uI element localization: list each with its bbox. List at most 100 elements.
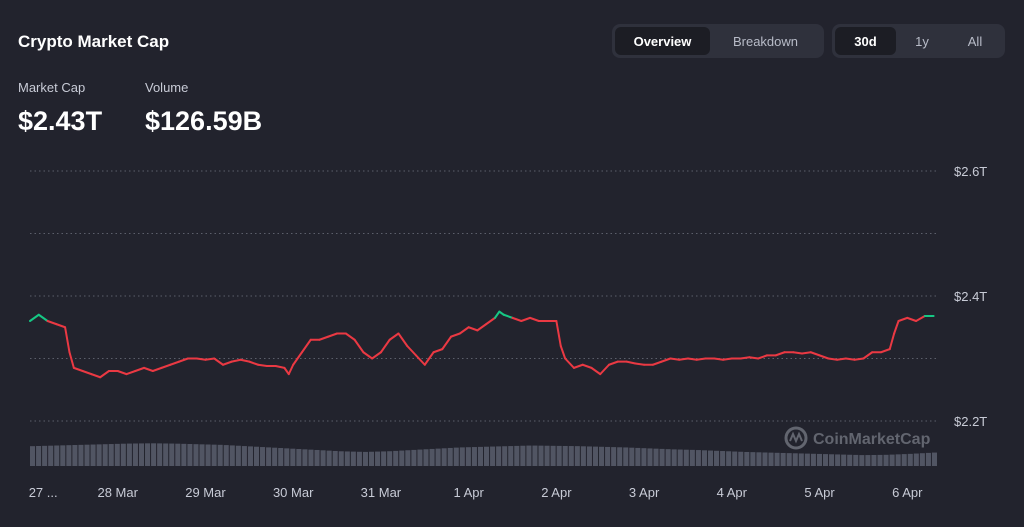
volume-bar — [550, 445, 556, 466]
volume-bar — [278, 448, 284, 466]
volume-bar — [235, 445, 241, 466]
volume-bar — [865, 455, 871, 466]
volume-bar — [465, 447, 471, 466]
price-line-segment — [511, 316, 523, 322]
price-line-segment — [362, 351, 374, 360]
volume-bar — [350, 451, 356, 466]
tab-overview[interactable]: Overview — [615, 27, 710, 55]
y-tick-label: $2.6T — [954, 164, 987, 179]
volume-bar — [659, 448, 665, 466]
volume-bar — [592, 446, 599, 466]
volume-bar — [314, 449, 320, 466]
volume-bar — [435, 448, 441, 466]
volume-bar — [393, 450, 399, 466]
volume-bar — [284, 448, 290, 466]
volume-bar — [889, 454, 895, 466]
price-line-segment — [371, 351, 382, 360]
volume-bar — [484, 446, 490, 466]
volume-bar — [356, 451, 362, 466]
price-line-segment — [502, 313, 514, 319]
volume-bar — [181, 443, 187, 466]
volume-bar — [544, 445, 550, 466]
price-line-segment — [818, 354, 830, 360]
x-tick-label: 29 Mar — [185, 485, 226, 500]
price-line-segment — [559, 345, 567, 360]
volume-bar — [895, 454, 901, 466]
volume-bar — [381, 451, 387, 466]
volume-bar — [187, 444, 193, 466]
tab-breakdown[interactable]: Breakdown — [732, 33, 799, 49]
volume-bar — [877, 454, 883, 466]
coinmarketcap-logo-wave-icon — [789, 431, 803, 444]
volume-value: $126.59B — [145, 106, 263, 136]
volume-bar — [847, 454, 853, 466]
volume-bar — [744, 451, 750, 466]
volume-bar — [30, 446, 36, 466]
volume-bar — [429, 448, 435, 466]
price-line-segment — [81, 370, 93, 376]
volume-bar — [471, 447, 477, 466]
price-line-segment — [748, 356, 760, 360]
volume-bar — [568, 446, 574, 466]
price-line-segment — [625, 360, 637, 365]
price-line-segment — [572, 363, 584, 369]
volume-label: Volume — [145, 80, 189, 95]
volume-bar — [326, 450, 332, 466]
volume-bar — [217, 444, 223, 466]
price-line-segment — [68, 351, 75, 369]
volume-bar — [368, 451, 375, 466]
volume-bar — [720, 451, 726, 466]
volume-bar — [695, 450, 701, 466]
price-line-segment — [134, 366, 146, 372]
price-line-segment — [485, 316, 496, 326]
volume-bar — [829, 454, 835, 466]
volume-bar — [671, 449, 677, 466]
volume-bar — [387, 451, 393, 466]
volume-bar — [562, 445, 568, 466]
volume-bar — [120, 443, 126, 466]
volume-bar — [241, 446, 247, 466]
price-line-segment — [230, 358, 242, 363]
price-line-segment — [287, 363, 295, 376]
widget-title: Crypto Market Cap — [18, 32, 170, 51]
range-1y[interactable]: 1y — [915, 33, 929, 49]
volume-bar — [701, 450, 707, 466]
x-tick-label: 3 Apr — [629, 485, 660, 500]
volume-bar — [344, 451, 350, 466]
market-cap-chart[interactable]: $2.2T $2.4T $2.6T 27 ... 28 Mar 29 Mar 30 Mar… — [0, 150, 1024, 527]
volume-bar — [617, 447, 623, 466]
volume-bar — [792, 453, 798, 466]
volume-bar — [816, 453, 822, 466]
price-line-segment — [774, 351, 786, 357]
volume-bar — [907, 453, 913, 466]
volume-bar — [677, 449, 683, 466]
volume-bar — [477, 446, 483, 466]
volume-bar — [375, 451, 381, 466]
volume-bar — [72, 445, 78, 466]
volume-bar — [157, 443, 163, 466]
volume-bar — [756, 452, 762, 466]
volume-bar — [205, 444, 211, 466]
price-line-segment — [564, 357, 575, 369]
price-line-segment — [195, 357, 207, 361]
x-tick-label: 5 Apr — [804, 485, 835, 500]
price-line-segment — [809, 351, 821, 357]
volume-bar — [145, 443, 151, 466]
volume-bar — [913, 453, 919, 466]
price-line-segment — [327, 332, 339, 338]
price-line-segment — [55, 323, 67, 329]
x-tick-label: 27 ... — [29, 485, 58, 500]
price-line-segment — [722, 357, 733, 361]
coinmarketcap-logo-icon — [784, 426, 808, 450]
volume-bar — [514, 445, 520, 466]
range-30d[interactable]: 30d — [835, 27, 896, 55]
volume-bar — [151, 443, 157, 466]
price-line-segment — [406, 345, 418, 357]
volume-bar — [48, 445, 54, 466]
range-all[interactable]: All — [967, 33, 983, 49]
watermark-text: CoinMarketCap — [813, 431, 931, 448]
price-line-segment — [827, 357, 839, 361]
volume-bar — [841, 454, 847, 466]
price-line-segment — [423, 351, 435, 366]
x-tick-label: 2 Apr — [541, 485, 572, 500]
